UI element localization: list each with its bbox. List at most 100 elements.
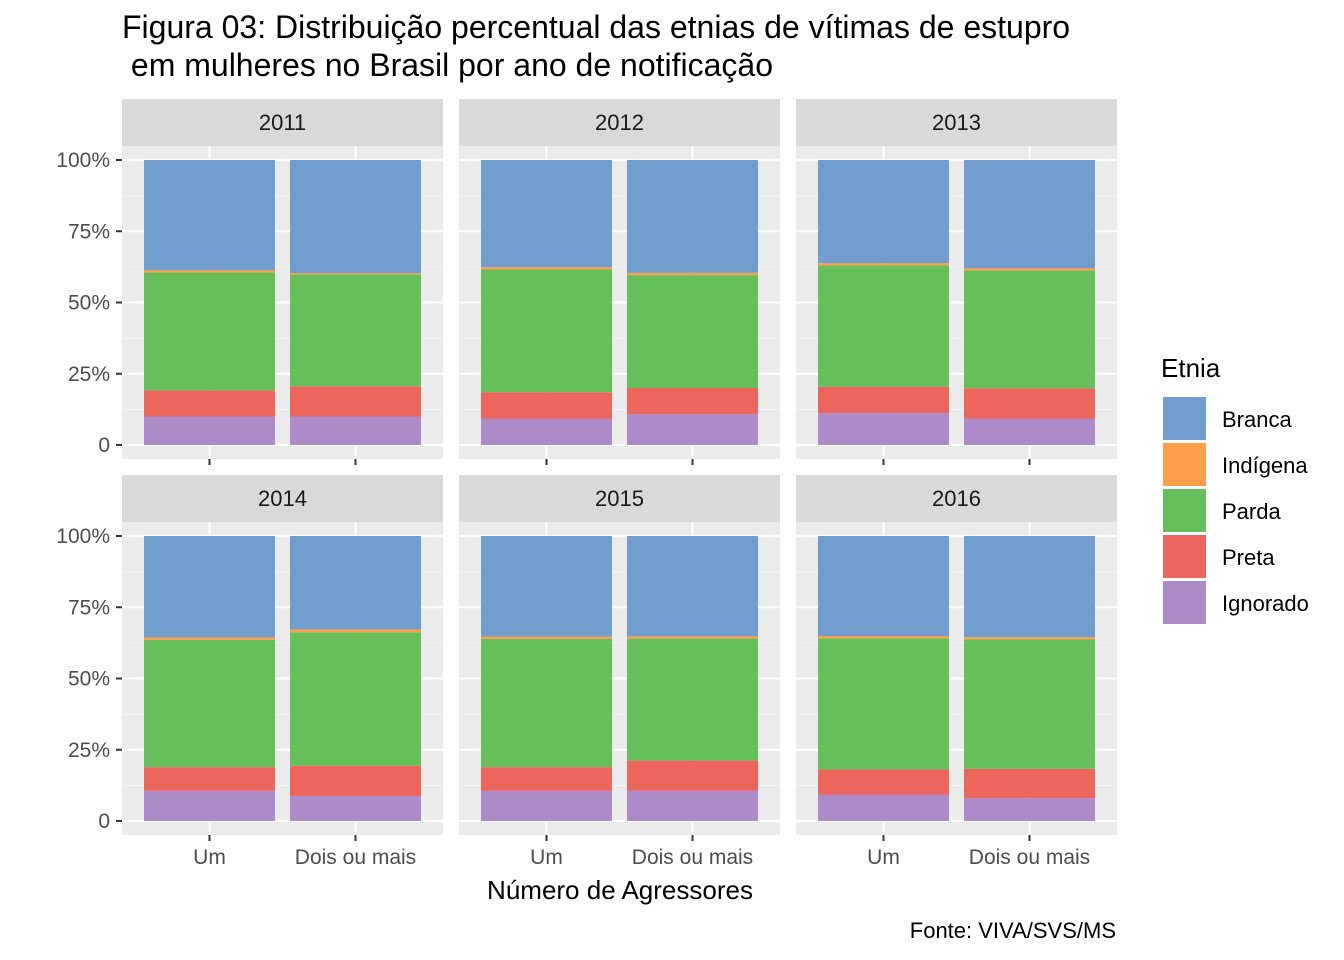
bar-segment-branca bbox=[290, 536, 421, 630]
bar-segment-preta bbox=[964, 768, 1095, 799]
legend-key bbox=[1163, 581, 1206, 624]
legend-label: Indígena bbox=[1222, 453, 1308, 478]
chart-caption: Fonte: VIVA/SVS/MS bbox=[910, 918, 1116, 943]
y-tick-label: 100% bbox=[56, 149, 110, 172]
legend-label: Ignorado bbox=[1222, 591, 1309, 616]
facet-strip-label: 2011 bbox=[259, 110, 306, 135]
legend-key bbox=[1163, 489, 1206, 532]
bar-segment-parda bbox=[964, 639, 1095, 769]
bar-segment-preta bbox=[144, 390, 275, 417]
bar-segment-preta bbox=[481, 767, 612, 791]
bar-segment-preta bbox=[481, 392, 612, 419]
bar-segment-preta bbox=[290, 386, 421, 417]
facet-strip bbox=[122, 475, 443, 522]
bar-segment-preta bbox=[627, 388, 758, 415]
bar-segment-parda bbox=[144, 639, 275, 768]
bar-segment-parda bbox=[627, 638, 758, 761]
legend-title: Etnia bbox=[1161, 353, 1221, 383]
bar-segment-branca bbox=[481, 160, 612, 268]
facet-panel-2016: 2016 Um Dois ou mais bbox=[796, 475, 1117, 869]
bar-segment-ignorado bbox=[627, 414, 758, 445]
bar-segment-ignorado bbox=[144, 790, 275, 821]
bar-segment-branca bbox=[964, 160, 1095, 269]
bar-segment-ignorado bbox=[964, 418, 1095, 445]
y-tick-label: 50% bbox=[68, 668, 110, 691]
facet-strip-label: 2014 bbox=[258, 486, 307, 511]
facet-strip bbox=[459, 475, 780, 522]
bar-segment-ignorado bbox=[964, 798, 1095, 821]
facet-panel-2015: 2015 Um Dois ou mais bbox=[459, 475, 780, 869]
bar-segment-indigena bbox=[627, 272, 758, 276]
facet-strip-label: 2015 bbox=[595, 486, 644, 511]
bar-segment-indigena bbox=[290, 273, 421, 275]
bar-segment-ignorado bbox=[818, 794, 949, 821]
bar-segment-parda bbox=[481, 269, 612, 393]
legend-key bbox=[1163, 535, 1206, 578]
bar-segment-indigena bbox=[818, 636, 949, 639]
y-tick-label: 50% bbox=[68, 292, 110, 315]
facet-strip bbox=[459, 99, 780, 146]
y-tick-label: 75% bbox=[68, 596, 110, 619]
bar-segment-ignorado bbox=[818, 413, 949, 445]
bar-segment-branca bbox=[144, 160, 275, 271]
bar-segment-ignorado bbox=[290, 416, 421, 445]
x-tick-label: Dois ou mais bbox=[969, 846, 1090, 869]
chart-title: Figura 03: Distribuição percentual das e… bbox=[122, 9, 1070, 83]
bar-segment-branca bbox=[481, 536, 612, 637]
bar-segment-preta bbox=[818, 769, 949, 795]
facet-strip bbox=[122, 99, 443, 146]
x-tick-label: Um bbox=[867, 846, 900, 869]
bar-segment-branca bbox=[627, 160, 758, 273]
y-tick-label: 25% bbox=[68, 363, 110, 386]
facet-panel-2014: 2014 0 25% 50% 75% 100% Um Dois ou mais bbox=[56, 475, 443, 869]
x-tick-label: Um bbox=[193, 846, 226, 869]
facet-panel-2012: 2012 bbox=[459, 99, 780, 465]
bar-segment-preta bbox=[144, 767, 275, 791]
bar-segment-parda bbox=[627, 275, 758, 388]
bar-segment-ignorado bbox=[290, 795, 421, 821]
x-tick-label: Dois ou mais bbox=[295, 846, 416, 869]
facet-panel-2011: 2011 0 25% 50% 75% 100% bbox=[56, 99, 443, 465]
bar-segment-branca bbox=[964, 536, 1095, 638]
bar-segment-indigena bbox=[818, 263, 949, 266]
bar-segment-branca bbox=[818, 536, 949, 637]
bar-segment-parda bbox=[818, 638, 949, 770]
facet-strip-label: 2012 bbox=[595, 110, 644, 135]
bar-segment-indigena bbox=[144, 270, 275, 273]
bar-segment-ignorado bbox=[144, 416, 275, 445]
facet-strip-label: 2013 bbox=[932, 110, 981, 135]
facet-strip bbox=[796, 475, 1117, 522]
bar-segment-preta bbox=[627, 760, 758, 791]
bar-segment-indigena bbox=[627, 636, 758, 639]
bar-segment-parda bbox=[290, 274, 421, 387]
bar-segment-indigena bbox=[964, 268, 1095, 271]
legend-label: Branca bbox=[1222, 407, 1292, 432]
bar-segment-parda bbox=[818, 265, 949, 387]
y-tick-label: 100% bbox=[56, 525, 110, 548]
bar-segment-preta bbox=[290, 765, 421, 796]
y-tick-label: 0 bbox=[98, 810, 110, 833]
x-tick-label: Um bbox=[530, 846, 563, 869]
chart-title-line: em mulheres no Brasil por ano de notific… bbox=[122, 47, 773, 83]
bar-segment-parda bbox=[290, 632, 421, 766]
facet-panels: 2011 0 25% 50% 75% 100% 2012 2013 2014 0 25% 50% 75%… bbox=[56, 99, 1117, 869]
legend-key bbox=[1163, 397, 1206, 440]
legend-label: Parda bbox=[1222, 499, 1281, 524]
facet-strip bbox=[796, 99, 1117, 146]
bar-segment-indigena bbox=[964, 637, 1095, 640]
bar-segment-parda bbox=[144, 272, 275, 391]
y-tick-label: 0 bbox=[98, 434, 110, 457]
bar-segment-ignorado bbox=[481, 418, 612, 445]
y-tick-label: 25% bbox=[68, 739, 110, 762]
y-tick-label: 75% bbox=[68, 220, 110, 243]
bar-segment-ignorado bbox=[627, 790, 758, 821]
bar-segment-preta bbox=[818, 386, 949, 414]
legend-label: Preta bbox=[1222, 545, 1275, 570]
bar-segment-indigena bbox=[144, 637, 275, 640]
legend-key bbox=[1163, 443, 1206, 486]
bar-segment-branca bbox=[818, 160, 949, 264]
bar-segment-parda bbox=[964, 270, 1095, 389]
bar-segment-indigena bbox=[290, 629, 421, 633]
bar-segment-ignorado bbox=[481, 790, 612, 821]
